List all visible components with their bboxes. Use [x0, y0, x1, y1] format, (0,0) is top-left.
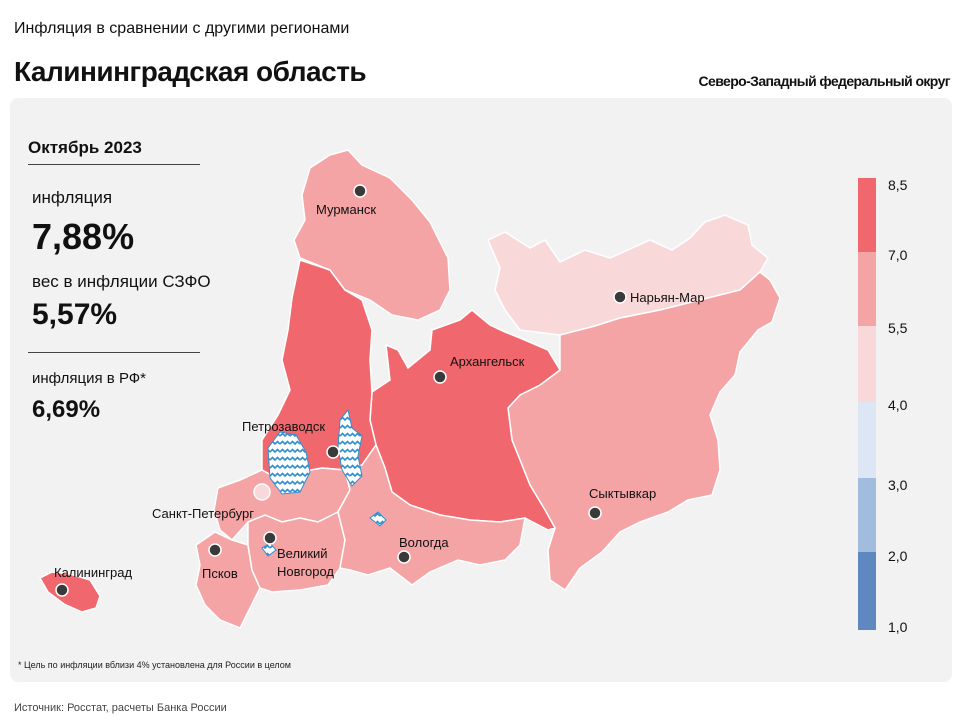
divider-top [28, 164, 200, 165]
footnote: * Цель по инфляции вблизи 4% установлена… [18, 660, 291, 670]
city-dot-vologda [397, 550, 411, 564]
legend-color-scale [858, 178, 876, 630]
city-label-petrozavodsk: Петрозаводск [242, 419, 325, 434]
russia-inflation-label: инфляция в РФ* [32, 370, 147, 387]
legend-band-3 [858, 326, 876, 402]
inflation-label: инфляция [32, 188, 113, 207]
city-label-kaliningrad: Калининград [54, 565, 132, 580]
city-label-vologda: Вологда [399, 535, 449, 550]
legend-tick-1-0: 1,0 [888, 619, 908, 635]
city-dot-arkhangelsk [433, 370, 447, 384]
spb-circle [253, 483, 271, 501]
city-dot-pskov [208, 543, 222, 557]
legend-tick-2-0: 2,0 [888, 548, 908, 564]
legend-band-2 [858, 252, 876, 326]
city-label-naryan-mar: Нарьян-Мар [630, 290, 705, 305]
lake-ilmen [261, 542, 277, 557]
city-dot-syktyvkar [588, 506, 602, 520]
city-dot-kaliningrad [55, 583, 69, 597]
city-dot-petrozavodsk [326, 445, 340, 459]
inflation-value: 7,88% [32, 216, 135, 257]
period-label: Октябрь 2023 [28, 138, 142, 157]
legend-band-1 [858, 178, 876, 252]
city-label-novgorod: Новгород [277, 564, 334, 579]
legend-tick-5-5: 5,5 [888, 320, 908, 336]
city-label-velikiy: Великий [277, 546, 328, 561]
district-label: Северо-Западный федеральный округ [698, 73, 951, 89]
lake-onega [337, 408, 363, 487]
weight-value: 5,57% [32, 298, 118, 331]
region-murmansk [293, 149, 451, 321]
page-subtitle: Инфляция в сравнении с другими регионами [14, 20, 350, 37]
legend-tick-8-5: 8,5 [888, 177, 908, 193]
legend-tick-4-0: 4,0 [888, 397, 908, 413]
region-kaliningrad [38, 571, 101, 613]
legend-tick-3-0: 3,0 [888, 477, 908, 493]
city-label-murmansk: Мурманск [316, 202, 376, 217]
city-label-saint-petersburg: Санкт-Петербург [152, 506, 254, 521]
city-label-arkhangelsk: Архангельск [450, 354, 525, 369]
legend-tick-7-0: 7,0 [888, 247, 908, 263]
page-title: Калининградская область [14, 56, 367, 87]
russia-inflation-value: 6,69% [32, 396, 101, 423]
lake-beloe [369, 511, 387, 527]
city-label-syktyvkar: Сыктывкар [589, 486, 656, 501]
source-note: Источник: Росстат, расчеты Банка России [14, 702, 227, 714]
legend-band-4 [858, 402, 876, 478]
legend-band-6 [858, 552, 876, 630]
legend-band-5 [858, 478, 876, 552]
city-label-pskov: Псков [202, 566, 238, 581]
region-nenets [487, 214, 769, 336]
city-dot-velikiy-novgorod [263, 531, 277, 545]
city-dot-naryan-mar [613, 290, 627, 304]
city-dot-murmansk [353, 184, 367, 198]
lake-ladoga [267, 431, 311, 495]
region-vologda [337, 443, 526, 586]
divider-bottom [28, 352, 200, 353]
weight-label: вес в инфляции СЗФО [32, 272, 211, 291]
